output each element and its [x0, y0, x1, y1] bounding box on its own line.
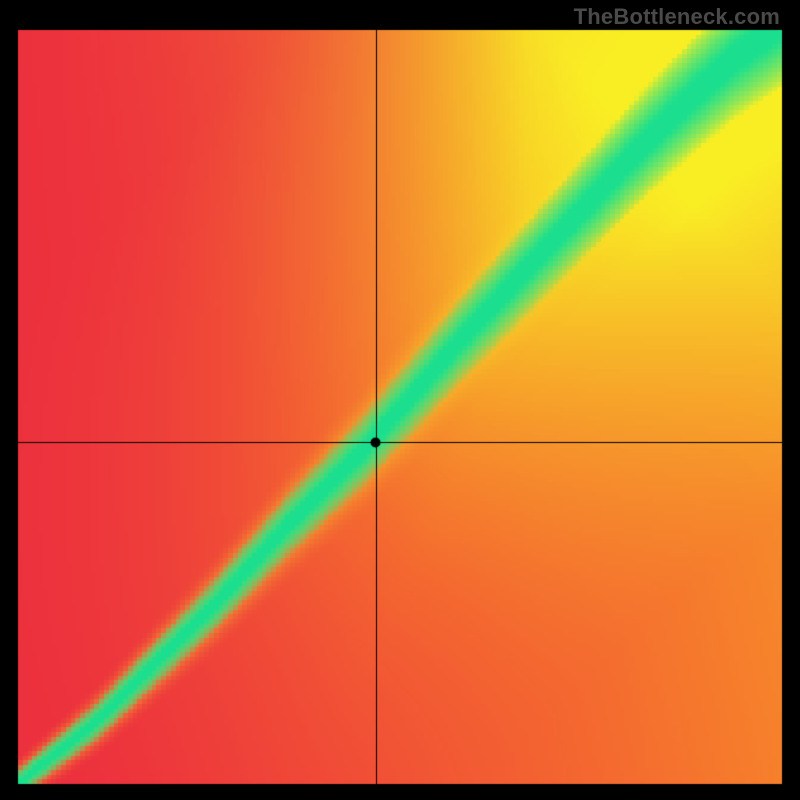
chart-container: TheBottleneck.com [0, 0, 800, 800]
watermark-text: TheBottleneck.com [574, 4, 780, 30]
bottleneck-heatmap [0, 0, 800, 800]
